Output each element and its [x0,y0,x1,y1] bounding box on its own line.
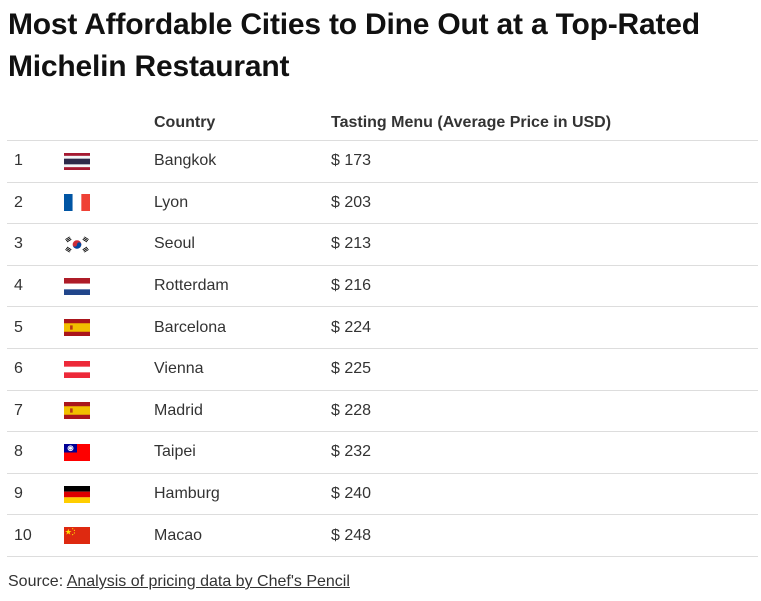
table-row: 10 Macao $ 248 [7,514,758,557]
south-korea-flag-icon [64,235,90,253]
flag-cell [58,223,154,266]
table-row: 3 Seoul $ 213 [7,223,758,266]
rank-cell: 3 [7,223,58,266]
thailand-flag-icon [64,152,90,170]
city-cell: Bangkok [154,140,331,183]
flag-cell [58,514,154,557]
header-country: Country [154,105,331,141]
flag-cell [58,140,154,183]
flag-cell [58,182,154,225]
table-row: 1 Bangkok $ 173 [7,140,758,183]
header-rank [7,105,58,141]
city-cell: Lyon [154,182,331,225]
table-row: 2 Lyon $ 203 [7,182,758,225]
flag-cell [58,431,154,474]
source-label: Source: [8,573,67,590]
price-cell: $ 228 [331,390,758,433]
rank-cell: 6 [7,348,58,391]
table-row: 5 Barcelona $ 224 [7,306,758,349]
rank-cell: 10 [7,514,58,557]
header-price: Tasting Menu (Average Price in USD) [331,105,758,141]
rank-cell: 8 [7,431,58,474]
spain-flag-icon [64,319,90,337]
rank-cell: 1 [7,140,58,183]
rank-cell: 4 [7,265,58,308]
flag-cell [58,390,154,433]
source-link[interactable]: Analysis of pricing data by Chef's Penci… [66,573,350,590]
chart-title: Most Affordable Cities to Dine Out at a … [8,8,700,83]
source-note: Source: Analysis of pricing data by Chef… [8,573,350,591]
ranking-table: Country Tasting Menu (Average Price in U… [7,105,758,557]
city-cell: Rotterdam [154,265,331,308]
city-cell: Macao [154,514,331,557]
city-cell: Hamburg [154,473,331,516]
flag-cell [58,473,154,516]
table-row: 7 Madrid $ 228 [7,390,758,433]
rank-cell: 2 [7,182,58,225]
table-row: 8 Taipei $ 232 [7,431,758,474]
price-cell: $ 248 [331,514,758,557]
price-cell: $ 224 [331,306,758,349]
austria-flag-icon [64,360,90,378]
table-header-row: Country Tasting Menu (Average Price in U… [7,105,758,141]
city-cell: Vienna [154,348,331,391]
germany-flag-icon [64,485,90,503]
price-cell: $ 203 [331,182,758,225]
header-flag [58,105,154,141]
city-cell: Taipei [154,431,331,474]
rank-cell: 5 [7,306,58,349]
flag-cell [58,348,154,391]
price-cell: $ 216 [331,265,758,308]
france-flag-icon [64,194,90,212]
netherlands-flag-icon [64,277,90,295]
price-cell: $ 173 [331,140,758,183]
table-row: 4 Rotterdam $ 216 [7,265,758,308]
rank-cell: 9 [7,473,58,516]
price-cell: $ 232 [331,431,758,474]
flag-cell [58,306,154,349]
price-cell: $ 213 [331,223,758,266]
city-cell: Seoul [154,223,331,266]
rank-cell: 7 [7,390,58,433]
china-flag-icon [64,527,90,545]
table-row: 9 Hamburg $ 240 [7,473,758,516]
spain-flag-icon [64,402,90,420]
city-cell: Madrid [154,390,331,433]
flag-cell [58,265,154,308]
table-row: 6 Vienna $ 225 [7,348,758,391]
taiwan-flag-icon [64,443,90,461]
price-cell: $ 225 [331,348,758,391]
city-cell: Barcelona [154,306,331,349]
table-body: 1 Bangkok $ 173 2 Lyon $ 203 3 Seoul $ 213 4 Rotte… [7,140,758,557]
price-cell: $ 240 [331,473,758,516]
